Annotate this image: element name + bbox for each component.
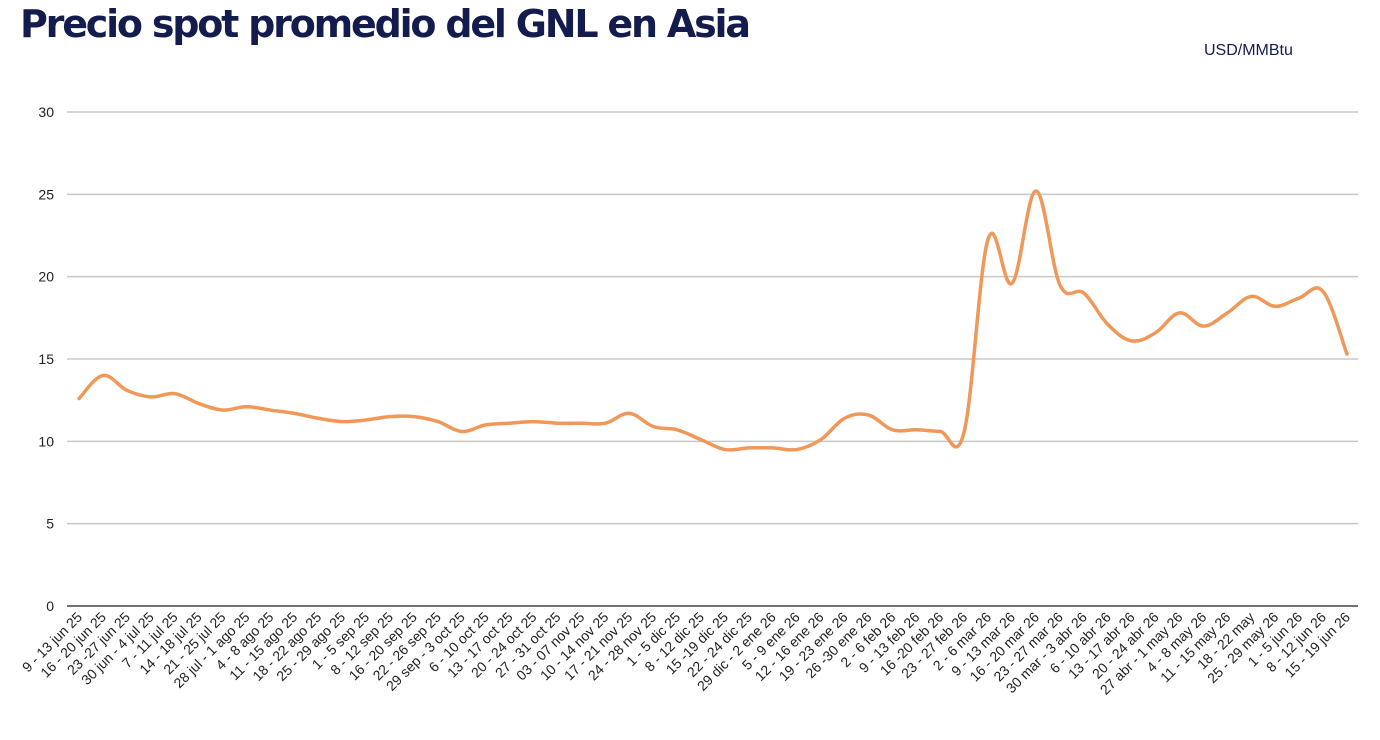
data-point [221, 408, 225, 412]
y-tick-label: 10 [38, 433, 54, 449]
data-point [1010, 281, 1014, 285]
data-point [1106, 322, 1110, 326]
data-point [723, 448, 727, 452]
data-point [1249, 294, 1253, 298]
y-tick-label: 0 [46, 598, 54, 614]
data-point [484, 423, 488, 427]
data-point [1178, 311, 1182, 315]
chart-title: Precio spot promedio del GNL en Asia [20, 2, 751, 46]
gridlines [67, 111, 1358, 525]
data-point [340, 420, 344, 424]
y-tick-label: 25 [38, 186, 54, 202]
data-point [436, 420, 440, 424]
data-point [1201, 324, 1205, 328]
data-point [1034, 189, 1038, 193]
data-point [173, 392, 177, 396]
data-point [771, 446, 775, 450]
data-point [101, 373, 105, 377]
data-point [268, 408, 272, 412]
y-tick-label: 15 [38, 351, 54, 367]
data-point [579, 421, 583, 425]
y-tick-label: 20 [38, 269, 54, 285]
data-point [627, 411, 631, 415]
data-point [532, 420, 536, 424]
data-point [1130, 339, 1134, 343]
data-point [1321, 289, 1325, 293]
data-point [125, 388, 129, 392]
y-tick-label: 30 [38, 104, 54, 120]
series-line [77, 189, 1349, 452]
data-point [388, 415, 392, 419]
data-point [1273, 304, 1277, 308]
y-axis-ticks: 0 5 10 15 20 25 30 [38, 104, 54, 614]
data-point [364, 418, 368, 422]
data-point [149, 395, 153, 399]
data-point [555, 421, 559, 425]
data-point [244, 405, 248, 409]
data-point [867, 413, 871, 417]
data-point [914, 428, 918, 432]
series-points [77, 189, 1349, 452]
data-point [603, 421, 607, 425]
data-point [699, 438, 703, 442]
data-point [508, 421, 512, 425]
data-point [77, 397, 81, 401]
data-point [986, 237, 990, 241]
data-point [962, 429, 966, 433]
y-tick-label: 5 [46, 516, 54, 532]
data-point [1058, 283, 1062, 287]
data-point [890, 428, 894, 432]
data-point [651, 425, 655, 429]
data-point [1154, 331, 1158, 335]
data-point [843, 416, 847, 420]
data-point [819, 438, 823, 442]
data-point [316, 416, 320, 420]
data-point [292, 411, 296, 415]
unit-label: USD/MMBtu [1204, 42, 1293, 59]
data-point [197, 401, 201, 405]
data-point [1225, 311, 1229, 315]
data-point [1297, 296, 1301, 300]
data-point [675, 428, 679, 432]
data-point [1082, 291, 1086, 295]
data-point [747, 446, 751, 450]
data-point [460, 429, 464, 433]
data-point [1345, 352, 1349, 356]
data-point [938, 429, 942, 433]
data-point [795, 448, 799, 452]
data-point [412, 415, 416, 419]
